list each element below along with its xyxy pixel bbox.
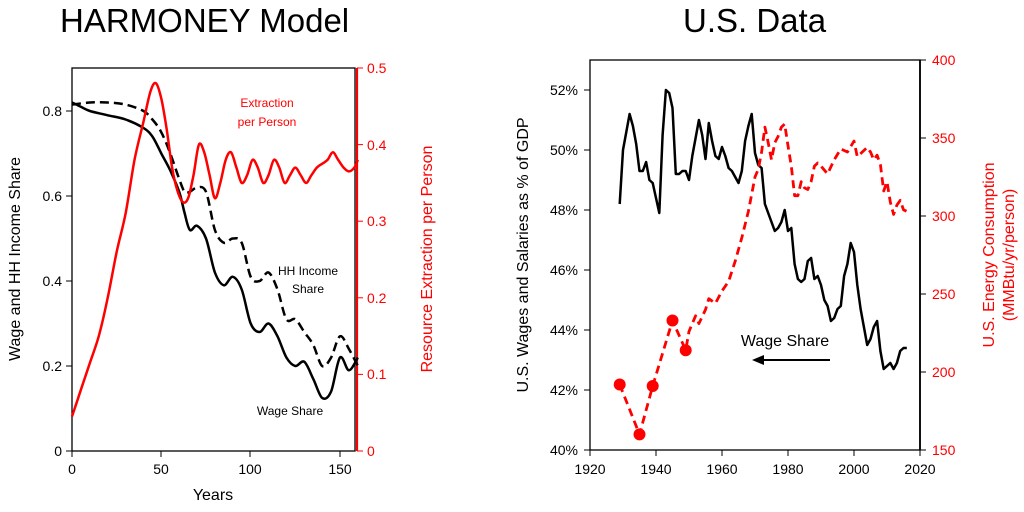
us-energy-markers <box>613 314 692 441</box>
harmoney-rtick-label: 0.2 <box>367 290 387 306</box>
us-ytick-label: 46% <box>550 262 578 278</box>
us-xtick-label: 1940 <box>640 461 671 477</box>
annotation-us-wage-share: Wage Share <box>741 333 829 350</box>
harmoney-extraction-line <box>70 81 360 417</box>
us-energy-consumption-line <box>618 122 908 436</box>
harmoney-left-ticks: 0 0.2 0.4 0.6 0.8 <box>43 103 72 459</box>
harmoney-xtick-label: 100 <box>238 461 262 477</box>
us-left-axis-label: U.S. Wages and Salaries as % of GDP <box>515 117 532 392</box>
harmoney-chart: HARMONEY Model 0 0.2 0.4 0.6 0.8 0 50 10… <box>7 2 436 504</box>
harmoney-xtick-label: 0 <box>68 461 76 477</box>
us-rtick-label: 350 <box>932 130 956 146</box>
harmoney-x-axis-label: Years <box>193 487 233 504</box>
annotation-extraction-line1: Extraction <box>240 96 293 110</box>
harmoney-rtick-label: 0 <box>367 443 375 459</box>
us-wage-share-line <box>618 88 907 371</box>
us-ytick-label: 44% <box>550 322 578 338</box>
harmoney-hh-income-share-line <box>71 100 360 368</box>
us-energy-marker <box>679 344 692 357</box>
harmoney-x-ticks: 0 50 100 150 <box>68 451 352 477</box>
harmoney-rtick-label: 0.4 <box>367 137 387 153</box>
us-left-ticks: 40% 42% 44% 46% 48% 50% 52% <box>550 82 590 458</box>
harmoney-xtick-label: 50 <box>153 461 169 477</box>
us-energy-marker <box>633 428 646 441</box>
us-right-ticks: 150 200 250 300 350 400 <box>920 52 956 458</box>
us-rtick-label: 400 <box>932 52 956 68</box>
us-right-axis-label-line1: U.S. Energy Consumption <box>981 163 998 348</box>
us-xtick-label: 1980 <box>772 461 803 477</box>
us-plot-frame <box>589 59 921 451</box>
harmoney-left-axis-label: Wage and HH Income Share <box>7 157 24 361</box>
harmoney-right-ticks: 0 0.1 0.2 0.3 0.4 0.5 <box>357 60 387 459</box>
harmoney-ytick-label: 0 <box>54 443 62 459</box>
harmoney-title: HARMONEY Model <box>60 2 349 39</box>
harmoney-right-axis-label: Resource Extraction per Person <box>419 146 436 373</box>
annotation-wage-share: Wage Share <box>257 404 324 418</box>
annotation-hh-income-line2: Share <box>292 282 324 296</box>
harmoney-xtick-label: 150 <box>328 461 352 477</box>
us-energy-marker <box>613 378 626 391</box>
us-ytick-label: 42% <box>550 382 578 398</box>
us-energy-marker <box>666 314 679 327</box>
us-xtick-label: 1920 <box>574 461 605 477</box>
annotation-hh-income-line1: HH Income <box>278 264 338 278</box>
annotation-extraction-line2: per Person <box>238 115 297 129</box>
us-data-title: U.S. Data <box>683 2 827 39</box>
harmoney-ytick-label: 0.8 <box>43 103 63 119</box>
wage-share-arrow-head <box>752 355 764 365</box>
harmoney-plot-frame <box>71 67 356 452</box>
us-ytick-label: 40% <box>550 442 578 458</box>
harmoney-rtick-label: 0.3 <box>367 213 387 229</box>
us-ytick-label: 52% <box>550 82 578 98</box>
us-xtick-label: 2000 <box>838 461 869 477</box>
harmoney-ytick-label: 0.4 <box>43 273 63 289</box>
us-ytick-label: 48% <box>550 202 578 218</box>
us-x-ticks: 1920 1940 1960 1980 2000 2020 <box>574 450 936 477</box>
us-energy-marker <box>646 380 659 392</box>
us-rtick-label: 150 <box>932 442 956 458</box>
us-xtick-label: 2020 <box>904 461 935 477</box>
us-rtick-label: 300 <box>932 208 956 224</box>
us-data-chart: U.S. Data 40% 42% 44% 46% 48% 50% 52% <box>515 2 1018 477</box>
harmoney-rtick-label: 0.1 <box>367 366 387 382</box>
us-rtick-label: 200 <box>932 364 956 380</box>
us-ytick-label: 50% <box>550 142 578 158</box>
harmoney-wage-share-line <box>71 101 359 400</box>
harmoney-ytick-label: 0.6 <box>43 188 63 204</box>
harmoney-rtick-label: 0.5 <box>367 60 387 76</box>
us-right-axis-label-line2: (MMBtu/yr/person) <box>1001 189 1018 321</box>
us-rtick-label: 250 <box>932 286 956 302</box>
us-xtick-label: 1960 <box>706 461 737 477</box>
harmoney-ytick-label: 0.2 <box>43 358 63 374</box>
